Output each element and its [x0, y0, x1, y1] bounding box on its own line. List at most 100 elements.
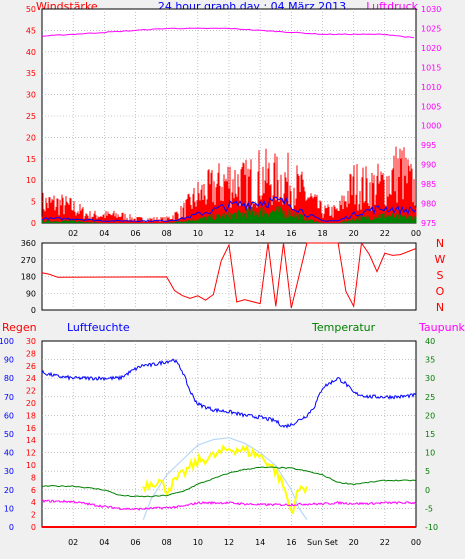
humidity-tick-label: 40	[4, 449, 14, 458]
compass-label: N	[436, 301, 444, 314]
wind-tick-label: 30	[26, 91, 36, 100]
pressure-tick-label: 995	[421, 141, 436, 150]
humidity-x-tick-label: 00	[411, 538, 421, 547]
humidity-tick-label: 60	[4, 411, 14, 420]
humidity-x-tick-label: 10	[193, 538, 203, 547]
wind-x-tick-label: 08	[162, 229, 172, 238]
humidity-x-tick-label: 22	[380, 538, 390, 547]
rain-tick-label: 18	[26, 411, 36, 420]
pressure-tick-label: 1000	[421, 122, 441, 131]
wind-x-tick-label: 18	[317, 229, 327, 238]
rain-tick-label: 10	[26, 461, 36, 470]
humidity-tick-label: 0	[9, 523, 14, 532]
pressure-tick-label: 985	[421, 180, 436, 189]
humidity-x-tick-label: Sun Set	[307, 538, 338, 547]
wind-tick-label: 15	[26, 155, 36, 164]
humidity-tick-label: 70	[4, 393, 14, 402]
pressure-tick-label: 975	[421, 219, 436, 228]
humidity-x-tick-label: 12	[224, 538, 234, 547]
temperatur-label: Temperatur	[311, 321, 376, 334]
temperature-tick-label: -10	[425, 523, 438, 532]
wind-x-tick-label: 06	[130, 229, 140, 238]
humidity-tick-labels: 0 10 20 30 40 50 60 70 80 90 100	[0, 337, 14, 532]
temperature-tick-label: -5	[425, 504, 433, 513]
rain-tick-label: 0	[31, 523, 36, 532]
wind-x-tick-label: 14	[255, 229, 265, 238]
compass-label: N	[436, 237, 444, 250]
pressure-tick-label: 1005	[421, 102, 441, 111]
humidity-tick-label: 10	[4, 504, 14, 513]
rain-tick-label: 28	[26, 349, 36, 358]
pressure-tick-label: 980	[421, 200, 436, 209]
humidity-series	[41, 358, 417, 528]
humidity-line	[41, 358, 417, 429]
wind-tick-label: 35	[26, 69, 36, 78]
temperature-tick-labels: -10 -5 0 5 10 15 20 25 30 35 40	[425, 337, 438, 532]
temperature-line	[42, 466, 417, 498]
compass-label: S	[437, 269, 444, 282]
humidity-x-tick-label: 14	[255, 538, 265, 547]
rain-tick-label: 14	[26, 436, 36, 445]
direction-tick-label: 360	[21, 239, 36, 248]
regen-label: Regen	[2, 321, 37, 334]
wind-x-tick-label: 20	[349, 229, 359, 238]
wind-series	[41, 27, 417, 223]
compass-label: O	[436, 285, 445, 298]
wind-tick-label: 0	[31, 219, 36, 228]
direction-tick-label: 180	[21, 273, 36, 282]
humidity-tick-label: 80	[4, 374, 14, 383]
direction-gridlines	[42, 243, 416, 310]
wind-x-tick-label: 16	[286, 229, 296, 238]
humidity-gridlines	[42, 341, 416, 527]
direction-left-tick-labels: 0 90 180 270 360	[21, 239, 36, 315]
wind-left-tick-labels: 0 5 10 15 20 25 30 35 40 45 50	[26, 5, 36, 228]
temperature-tick-label: 20	[425, 411, 435, 420]
temperature-tick-label: 25	[425, 393, 435, 402]
direction-tick-label: 270	[21, 256, 36, 265]
rain-tick-label: 12	[26, 449, 36, 458]
humidity-x-tick-label: 20	[349, 538, 359, 547]
pressure-tick-label: 1010	[421, 83, 441, 92]
rain-tick-label: 4	[31, 498, 36, 507]
wind-tick-label: 5	[31, 198, 36, 207]
humidity-tick-label: 30	[4, 467, 14, 476]
rain-tick-label: 24	[26, 374, 36, 383]
wind-tick-label: 20	[26, 133, 36, 142]
rain-tick-label: 20	[26, 399, 36, 408]
direction-tick-label: 0	[31, 306, 36, 315]
wind-x-tick-label: 22	[380, 229, 390, 238]
rain-tick-label: 8	[31, 473, 36, 482]
luftfeuchte-label: Luftfeuchte	[67, 321, 130, 334]
rain-tick-label: 22	[26, 387, 36, 396]
pressure-tick-label: 990	[421, 161, 436, 170]
temperature-tick-label: 15	[425, 430, 435, 439]
wind-gust-line	[41, 196, 417, 223]
humidity-tick-label: 20	[4, 486, 14, 495]
wind-x-tick-labels: 02 04 06 08 10 12 14 16 18 20 22 00	[68, 229, 421, 238]
wind-tick-label: 40	[26, 48, 36, 57]
rain-tick-label: 6	[31, 486, 36, 495]
humidity-x-tick-label: 08	[162, 538, 172, 547]
pressure-tick-label: 1020	[421, 44, 441, 53]
rain-tick-label: 16	[26, 424, 36, 433]
direction-series	[41, 241, 417, 309]
wind-x-tick-label: 04	[99, 229, 109, 238]
humidity-tick-label: 90	[4, 356, 14, 365]
wind-tick-label: 45	[26, 26, 36, 35]
dewpoint-line	[41, 499, 417, 511]
rain-tick-label: 30	[26, 337, 36, 346]
pressure-right-tick-labels: 975 980 985 990 995 1000 1005 1010 1015 1020 1025 1…	[421, 5, 441, 228]
humidity-x-tick-label: 04	[99, 538, 109, 547]
direction-tick-label: 90	[26, 289, 36, 298]
temperature-tick-label: 5	[425, 467, 430, 476]
temperature-tick-label: 0	[425, 486, 430, 495]
pressure-tick-label: 1015	[421, 63, 441, 72]
humidity-x-tick-label: 02	[68, 538, 78, 547]
wind-tick-label: 50	[26, 5, 36, 14]
humidity-x-tick-label: 06	[130, 538, 140, 547]
temperature-tick-label: 10	[425, 449, 435, 458]
